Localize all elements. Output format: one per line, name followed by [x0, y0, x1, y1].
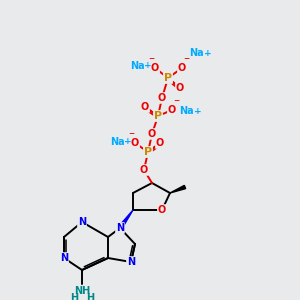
Text: O: O [140, 165, 148, 175]
Text: O: O [168, 105, 176, 115]
Text: O: O [178, 63, 186, 73]
Text: N: N [116, 223, 124, 233]
Text: H: H [70, 293, 78, 300]
Text: O: O [158, 205, 166, 215]
Text: O: O [156, 138, 164, 148]
Text: H: H [86, 293, 94, 300]
Text: O: O [148, 129, 156, 139]
Polygon shape [118, 210, 133, 229]
Text: N: N [127, 257, 135, 267]
Text: O: O [151, 63, 159, 73]
Polygon shape [170, 185, 186, 193]
Text: +: + [124, 137, 132, 146]
Text: ⁻: ⁻ [183, 56, 189, 68]
Text: +: + [204, 49, 212, 58]
Text: Na: Na [130, 61, 144, 71]
Text: P: P [144, 147, 152, 157]
Text: Na: Na [110, 137, 124, 147]
Text: ⁻: ⁻ [173, 98, 179, 110]
Text: Na: Na [189, 48, 203, 58]
Text: N: N [78, 217, 86, 227]
Text: ⁻: ⁻ [148, 56, 154, 68]
Text: ⁻: ⁻ [128, 130, 134, 143]
Text: NH: NH [74, 286, 90, 296]
Text: P: P [164, 73, 172, 83]
Text: O: O [131, 138, 139, 148]
Text: P: P [154, 111, 162, 121]
Text: +: + [144, 61, 152, 70]
Text: O: O [158, 93, 166, 103]
Text: O: O [141, 102, 149, 112]
Text: N: N [60, 253, 68, 263]
Text: Na: Na [179, 106, 193, 116]
Text: +: + [194, 106, 202, 116]
Text: O: O [176, 83, 184, 93]
